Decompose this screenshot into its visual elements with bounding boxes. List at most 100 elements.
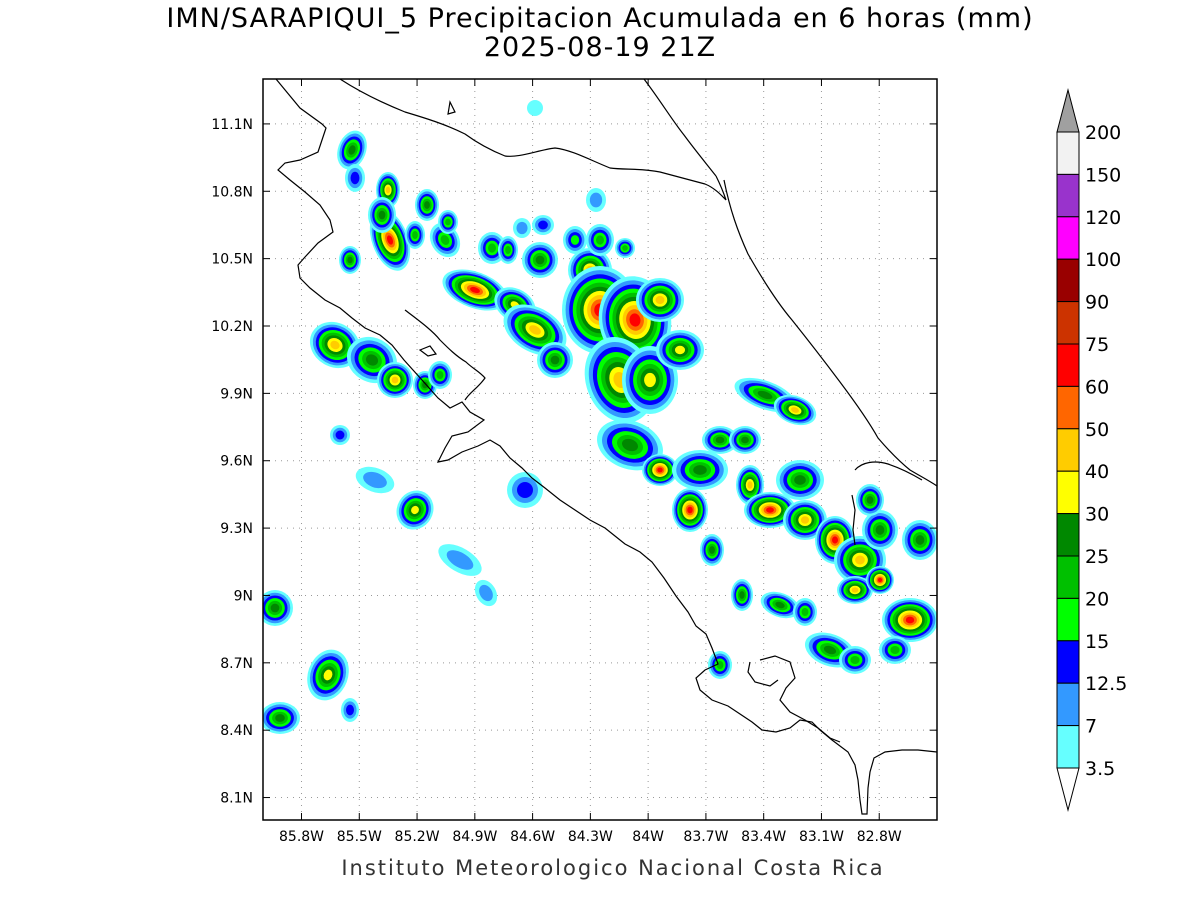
legend-label: 12.5	[1085, 673, 1127, 695]
precip-cell	[309, 321, 361, 369]
precip-contour	[365, 354, 379, 366]
precip-cell	[537, 342, 573, 378]
precip-cell	[615, 238, 635, 258]
precip-cell	[355, 466, 395, 494]
lat-tick-label: 9.6N	[220, 454, 253, 470]
precip-contour	[378, 210, 386, 220]
precip-contour	[535, 255, 545, 265]
precip-contour	[801, 608, 809, 616]
lat-tick-label: 8.1N	[220, 791, 253, 807]
precip-cell	[369, 209, 411, 271]
lon-tick-label: 83.1W	[799, 829, 844, 845]
precip-contour	[622, 245, 628, 251]
precip-contour	[629, 313, 641, 327]
lat-tick-label: 10.5N	[211, 252, 253, 268]
lon-tick-label: 82.8W	[857, 829, 902, 845]
precip-cell	[263, 590, 293, 626]
precip-contour	[347, 256, 353, 264]
precip-contour	[346, 704, 354, 716]
precip-contour	[538, 220, 548, 230]
precip-contour	[516, 221, 528, 235]
precip-contour	[350, 171, 360, 185]
precip-contour	[412, 231, 418, 239]
precip-cell	[783, 500, 827, 540]
precip-contour	[716, 661, 724, 669]
precip-contour	[741, 436, 749, 444]
lat-tick-label: 11.1N	[211, 117, 253, 133]
lat-tick-label: 10.8N	[211, 184, 253, 200]
precip-contour	[687, 506, 693, 514]
map-datetime: 2025-08-19 21Z	[483, 32, 717, 63]
precip-contour	[596, 235, 604, 245]
precip-contour	[527, 100, 543, 116]
precip-contour	[348, 145, 356, 155]
precip-contour	[330, 340, 340, 350]
lat-tick-label: 9.3N	[220, 521, 253, 537]
precip-cell	[882, 598, 937, 642]
precip-cell	[902, 520, 937, 560]
precip-contour	[275, 714, 285, 722]
precip-contour	[875, 525, 885, 535]
precip-contour	[655, 295, 665, 305]
precip-cell	[729, 426, 761, 454]
precip-contour	[766, 507, 774, 513]
color-legend: 200 150 120 100 90 75 60 50 40 30 25 20 15 12.5 7 3.5	[1056, 88, 1127, 812]
precip-contour	[363, 471, 387, 489]
precip-cell	[586, 224, 614, 256]
legend-swatch	[1056, 301, 1080, 345]
precip-cell	[339, 246, 361, 274]
precip-cell	[307, 649, 349, 701]
precip-cell	[532, 215, 554, 235]
lat-tick-label: 8.7N	[220, 656, 253, 672]
precip-cell	[773, 394, 817, 426]
legend-label: 75	[1085, 334, 1109, 356]
precip-cell	[405, 221, 425, 249]
precip-contour	[436, 371, 444, 379]
precip-contour	[622, 438, 638, 452]
precip-cell	[368, 197, 396, 233]
legend-swatch	[1056, 343, 1080, 387]
precip-contour	[411, 505, 419, 515]
precip-cell	[597, 419, 663, 471]
lon-tick-label: 84.9W	[452, 829, 497, 845]
precip-contour	[335, 430, 345, 440]
lat-tick-label: 8.4N	[220, 723, 253, 739]
precip-contour	[693, 465, 707, 475]
lon-tick-label: 85.8W	[279, 829, 324, 845]
precip-cell	[642, 454, 678, 486]
legend-bottom-arrow	[1056, 767, 1080, 812]
legend-label: 50	[1085, 419, 1109, 441]
precip-contour	[424, 201, 430, 209]
precip-cell	[498, 236, 518, 264]
precip-contour	[674, 345, 686, 355]
precip-cell	[341, 698, 359, 722]
precip-cell	[507, 472, 543, 508]
legend-swatch	[1056, 682, 1080, 727]
precip-contour	[915, 535, 925, 545]
precip-cell	[563, 226, 587, 254]
precip-contour	[422, 381, 428, 389]
precip-contour	[877, 577, 883, 583]
precip-cell	[522, 242, 558, 278]
precip-cell	[345, 164, 365, 192]
precip-contour	[715, 436, 725, 444]
legend-swatch	[1056, 385, 1080, 430]
precip-cell	[396, 490, 434, 530]
precip-cell	[700, 534, 724, 566]
precip-cell	[702, 426, 738, 454]
precip-contour	[479, 584, 493, 602]
precip-contour	[391, 376, 399, 384]
precip-contour	[446, 550, 474, 570]
precip-contour	[800, 516, 810, 524]
legend-label: 30	[1085, 504, 1109, 526]
precip-contour	[850, 656, 860, 664]
precip-cell	[776, 460, 824, 500]
precip-contour	[757, 390, 773, 400]
precip-contour	[440, 235, 450, 245]
footer-credit: Instituto Meteorologico Nacional Costa R…	[341, 856, 885, 880]
precip-contour	[747, 481, 753, 489]
lat-tick-label: 9N	[234, 588, 253, 604]
precip-cell	[672, 488, 708, 532]
legend-swatch	[1056, 597, 1080, 642]
legend-swatch	[1056, 725, 1080, 769]
